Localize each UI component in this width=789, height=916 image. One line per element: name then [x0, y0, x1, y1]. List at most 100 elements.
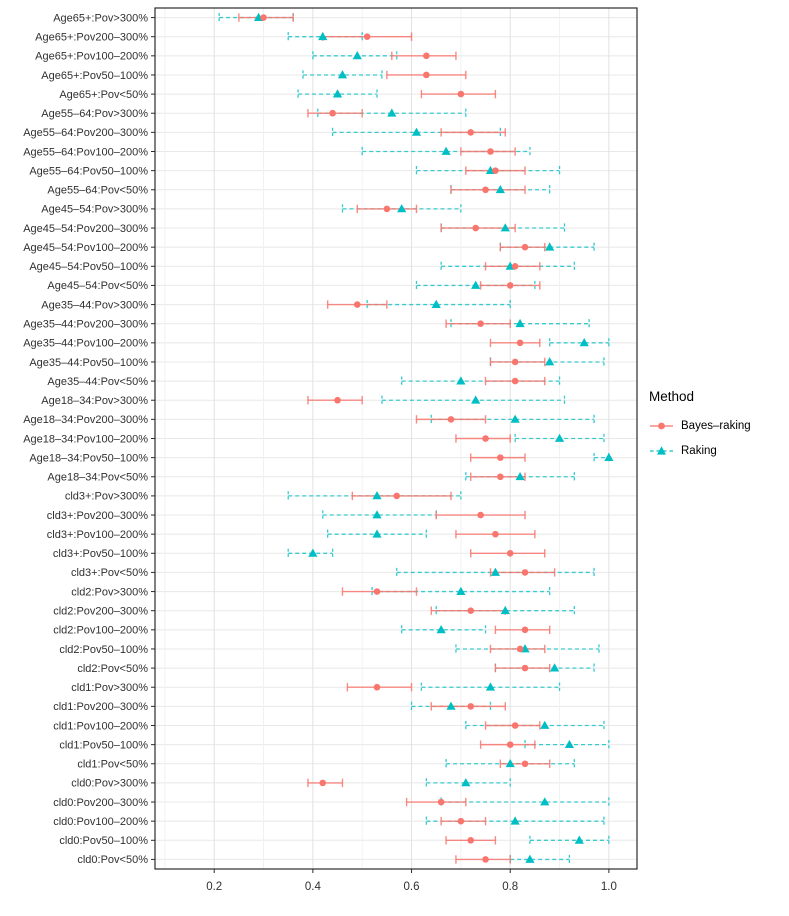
row-label: cld3+:Pov50–100%	[53, 548, 148, 560]
bayes-point	[497, 454, 504, 461]
x-tick-label: 1.0	[601, 881, 617, 893]
raking-point	[436, 625, 446, 634]
row-label: Age35–44:Pov50–100%	[29, 357, 148, 369]
bayes-point	[329, 109, 336, 117]
legend-label-raking: Raking	[681, 445, 717, 457]
row-label: Age18–34:Pov50–100%	[29, 452, 148, 464]
row-label: cld3+:Pov<50%	[71, 567, 148, 579]
raking-point	[461, 778, 471, 787]
raking-point	[604, 452, 614, 462]
bayes-point	[423, 71, 430, 79]
raking-point	[471, 395, 481, 404]
bayes-point	[482, 186, 489, 194]
raking-point	[387, 108, 397, 117]
row-label: cld1:Pov200–300%	[53, 701, 148, 713]
raking-point	[574, 835, 584, 844]
raking-point	[411, 127, 422, 136]
row-label: Age55–64:Pov200–300%	[23, 127, 148, 139]
bayes-point	[373, 588, 381, 595]
row-label: cld3+:Pov100–200%	[47, 529, 148, 541]
bayes-point	[467, 703, 475, 710]
row-label: cld0:Pov50–100%	[59, 835, 148, 847]
row-label: Age65+:Pov>300%	[53, 12, 148, 24]
raking-point	[456, 586, 466, 595]
bayes-point	[447, 416, 455, 423]
legend-entry-raking: Raking	[649, 444, 787, 458]
raking-point	[471, 280, 481, 289]
row-label: Age65+:Pov<50%	[59, 89, 148, 101]
raking-point	[490, 567, 501, 576]
bayes-point	[477, 511, 484, 519]
bayes-point	[487, 148, 494, 155]
bayes-point	[521, 760, 529, 768]
row-label: cld1:Pov100–200%	[53, 720, 148, 732]
row-label: Age18–34:Pov<50%	[47, 472, 148, 484]
bayes-point	[506, 550, 514, 557]
bayes-point	[482, 435, 489, 442]
row-label: Age45–54:Pov100–200%	[23, 242, 148, 254]
row-label: cld0:Pov100–200%	[53, 816, 148, 828]
raking-point	[515, 318, 525, 328]
row-label: Age45–54:Pov<50%	[47, 280, 148, 292]
bayes-point	[393, 492, 401, 500]
row-label: cld2:Pov100–200%	[53, 625, 148, 637]
bayes-point	[437, 798, 445, 806]
raking-point	[550, 663, 560, 672]
raking-point	[332, 89, 343, 98]
row-label: Age65+:Pov100–200%	[35, 51, 148, 63]
bayes-point	[472, 224, 479, 232]
bayes-point	[521, 664, 529, 672]
row-label: Age45–54:Pov50–100%	[29, 261, 148, 273]
bayes-point	[511, 722, 519, 729]
row-label: cld2:Pov200–300%	[53, 606, 148, 618]
x-tick-label: 0.6	[404, 881, 420, 893]
raking-point	[441, 146, 451, 155]
row-label: cld0:Pov200–300%	[53, 797, 148, 809]
raking-point	[318, 31, 328, 41]
raking-point	[500, 605, 510, 615]
bayes-point	[492, 530, 499, 538]
bayes-raking-key-icon	[650, 422, 673, 430]
row-label: Age35–44:Pov>300%	[41, 299, 148, 311]
bayes-point	[511, 358, 519, 366]
raking-point	[525, 854, 535, 863]
row-label: Age18–34:Pov100–200%	[23, 433, 148, 445]
raking-point	[500, 223, 510, 232]
raking-point	[579, 338, 589, 347]
raking-point	[446, 701, 456, 710]
row-label: Age18–34:Pov>300%	[41, 395, 148, 407]
row-label: cld2:Pov50–100%	[59, 644, 148, 656]
bayes-point	[260, 14, 267, 21]
raking-key-icon	[650, 446, 673, 455]
raking-point	[352, 51, 362, 60]
row-label: cld0:Pov>300%	[71, 778, 148, 790]
row-label: Age55–64:Pov100–200%	[23, 146, 148, 158]
bayes-point	[511, 263, 519, 270]
row-label: Age35–44:Pov200–300%	[23, 319, 148, 331]
raking-point	[540, 720, 550, 729]
bayes-point	[521, 569, 529, 576]
x-tick-label: 0.8	[502, 881, 518, 893]
bayes-point	[467, 129, 475, 136]
raking-point	[554, 433, 565, 442]
raking-point	[372, 510, 382, 519]
raking-point	[505, 758, 515, 768]
bayes-point	[363, 33, 371, 40]
bayes-point	[497, 473, 504, 481]
raking-point	[485, 682, 496, 691]
row-label: Age18–34:Pov200–300%	[23, 414, 148, 426]
raking-point	[495, 184, 505, 194]
row-label: Age65+:Pov200–300%	[35, 32, 148, 44]
bayes-point	[521, 626, 529, 634]
row-label: cld1:Pov50–100%	[59, 739, 148, 751]
raking-point	[515, 471, 525, 481]
raking-point	[308, 548, 318, 557]
bayes-point	[334, 396, 341, 404]
raking-point	[545, 357, 555, 366]
panel-border	[154, 7, 638, 870]
row-label: cld3+:Pov200–300%	[47, 510, 148, 522]
bayes-point	[457, 817, 465, 825]
bayes-point	[492, 167, 499, 174]
raking-point	[540, 797, 550, 806]
legend-title: Method	[649, 389, 695, 404]
